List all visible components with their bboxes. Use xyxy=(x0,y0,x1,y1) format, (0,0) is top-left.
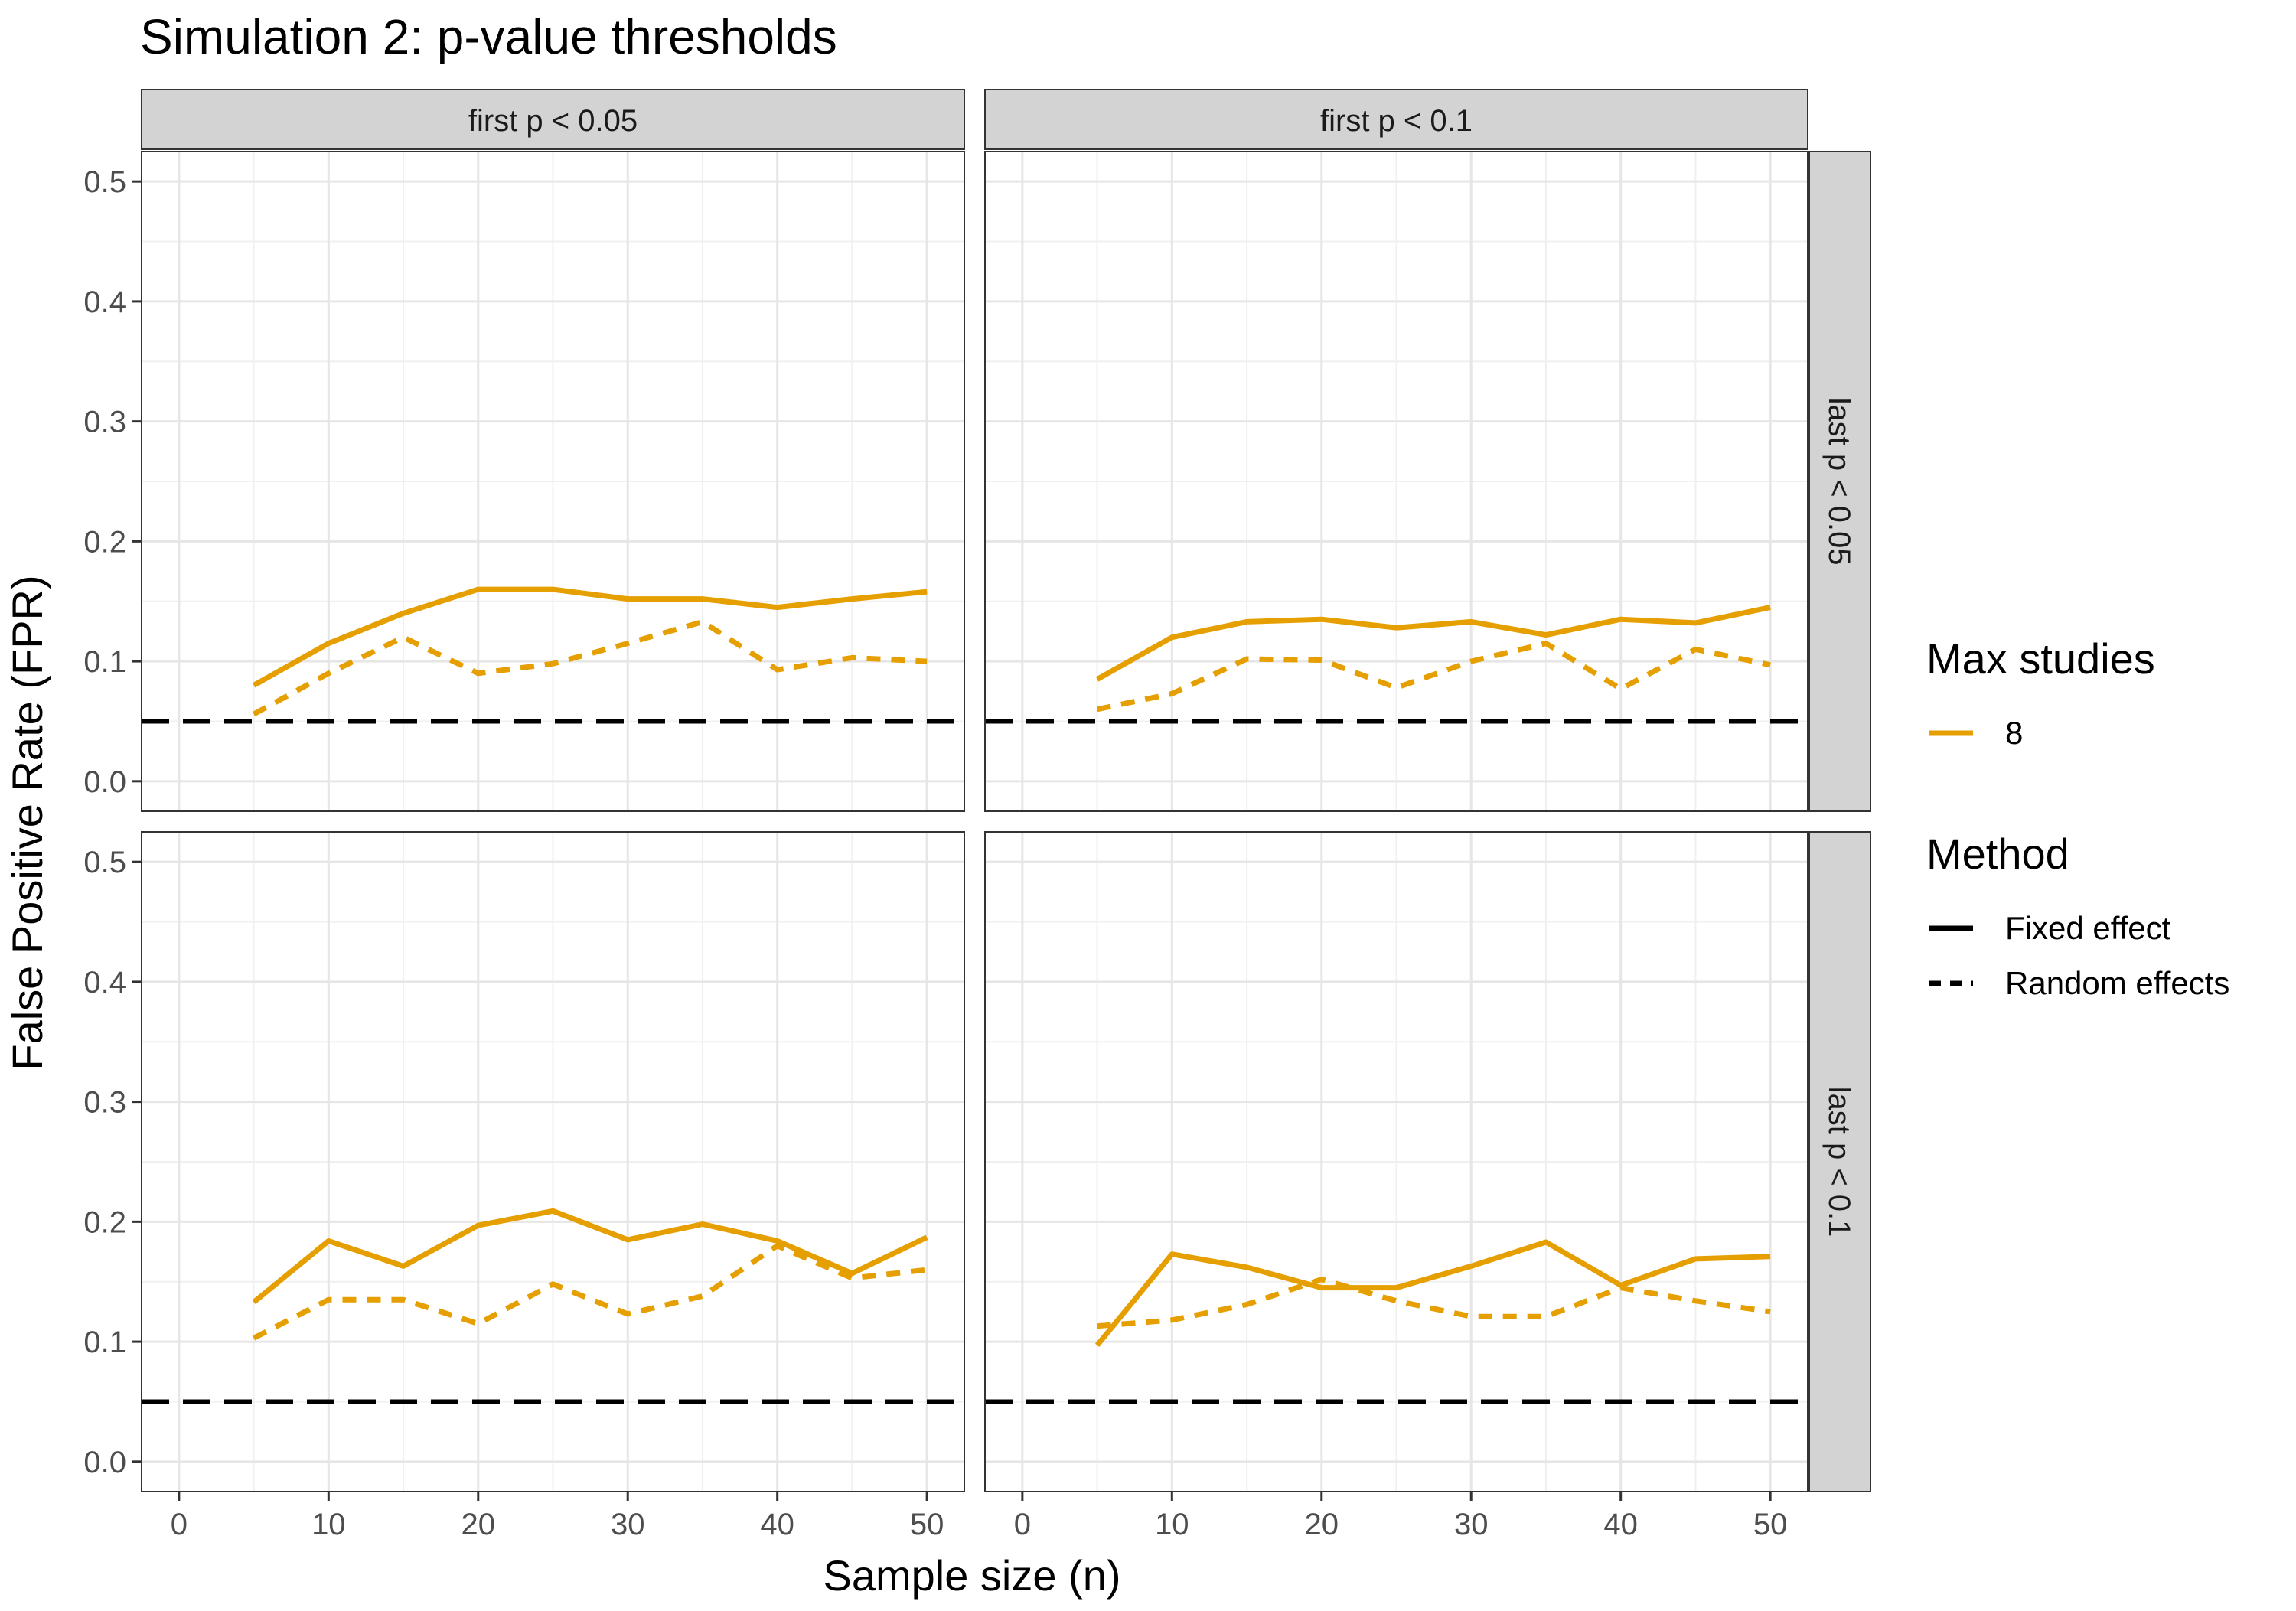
x-tick-label: 30 xyxy=(1454,1508,1489,1541)
legend-title-max-studies: Max studies xyxy=(1926,634,2155,683)
x-tick-label: 40 xyxy=(1603,1508,1638,1541)
legend: Max studies 8 Method Fixed effect Random eff… xyxy=(1926,634,2229,1001)
x-axis-title: Sample size (n) xyxy=(823,1551,1120,1600)
y-tick-label: 0.2 xyxy=(83,1205,126,1239)
facet-strip-col-label: first p < 0.1 xyxy=(1320,104,1473,138)
x-tick-label: 20 xyxy=(1305,1508,1339,1541)
series-line-fixed-effect xyxy=(252,1208,928,1305)
facet-strip-row: last p < 0.1 xyxy=(1808,831,1871,1492)
x-tick-label: 10 xyxy=(311,1508,346,1541)
x-tick-label: 30 xyxy=(611,1508,645,1541)
x-tick-label: 20 xyxy=(461,1508,496,1541)
x-tick-label: 50 xyxy=(910,1508,944,1541)
legend-label-method: Random effects xyxy=(2005,965,2229,1001)
panels-layer: first p < 0.05 first p < 0.1 last p < 0.05… xyxy=(83,89,1871,1541)
facet-strip-row-bg xyxy=(1808,831,1871,1492)
legend-label-method: Fixed effect xyxy=(2005,910,2171,946)
series-line-random-effects xyxy=(1096,641,1771,713)
y-tick-label: 0.0 xyxy=(83,1446,126,1479)
facet-strip-row-bg xyxy=(1808,151,1871,812)
chart-title: Simulation 2: p-value thresholds xyxy=(140,9,837,64)
facet-strip-col: first p < 0.05 xyxy=(141,89,965,150)
y-tick-label: 0.5 xyxy=(83,165,126,199)
panel-border xyxy=(984,151,1808,812)
y-tick-label: 0.3 xyxy=(83,1086,126,1120)
y-tick-label: 0.0 xyxy=(83,765,126,799)
panel-border xyxy=(984,831,1808,1492)
facet-strip-row: last p < 0.05 xyxy=(1808,151,1871,812)
y-axis-title: False Positive Rate (FPR) xyxy=(3,575,51,1070)
facet-strip-row-label: last p < 0.1 xyxy=(1822,1087,1856,1238)
x-tick-label: 40 xyxy=(760,1508,794,1541)
facet-panel: 0.0 0.1 0.2 0.3 0.4 0.5 0 10 20 30 40 50 xyxy=(83,831,965,1541)
series-line-random-effects xyxy=(1097,1277,1771,1329)
y-tick-label: 0.4 xyxy=(83,966,126,1000)
y-tick-label: 0.1 xyxy=(83,1326,126,1359)
legend-title-method: Method xyxy=(1926,830,2069,878)
panel-border xyxy=(141,831,965,1492)
facet-panel: 0.0 0.1 0.2 0.3 0.4 0.5 xyxy=(83,151,965,812)
legend-label-max-studies: 8 xyxy=(2005,715,2023,751)
x-tick-label: 10 xyxy=(1155,1508,1189,1541)
series-line-fixed-effect xyxy=(1095,605,1771,682)
series-line-fixed-effect xyxy=(1094,1239,1771,1348)
series-line-fixed-effect xyxy=(252,586,928,688)
x-tick-label: 0 xyxy=(171,1508,188,1541)
facet-strip-row-label: last p < 0.05 xyxy=(1822,397,1856,565)
y-tick-label: 0.2 xyxy=(83,525,126,559)
facet-strip-col-bg xyxy=(141,89,965,150)
x-tick-label: 0 xyxy=(1014,1508,1031,1541)
facet-panel xyxy=(984,151,1808,812)
panel-border xyxy=(141,151,965,812)
x-tick-label: 50 xyxy=(1753,1508,1788,1541)
facet-panel: 0 10 20 30 40 50 xyxy=(984,831,1808,1541)
facet-strip-col-label: first p < 0.05 xyxy=(468,104,638,138)
series-line-random-effects xyxy=(252,618,928,717)
y-tick-label: 0.3 xyxy=(83,406,126,439)
y-tick-label: 0.4 xyxy=(83,285,126,319)
facet-strip-col: first p < 0.1 xyxy=(984,89,1808,150)
facet-strip-col-bg xyxy=(984,89,1808,150)
y-tick-label: 0.1 xyxy=(83,645,126,679)
y-tick-label: 0.5 xyxy=(83,846,126,879)
